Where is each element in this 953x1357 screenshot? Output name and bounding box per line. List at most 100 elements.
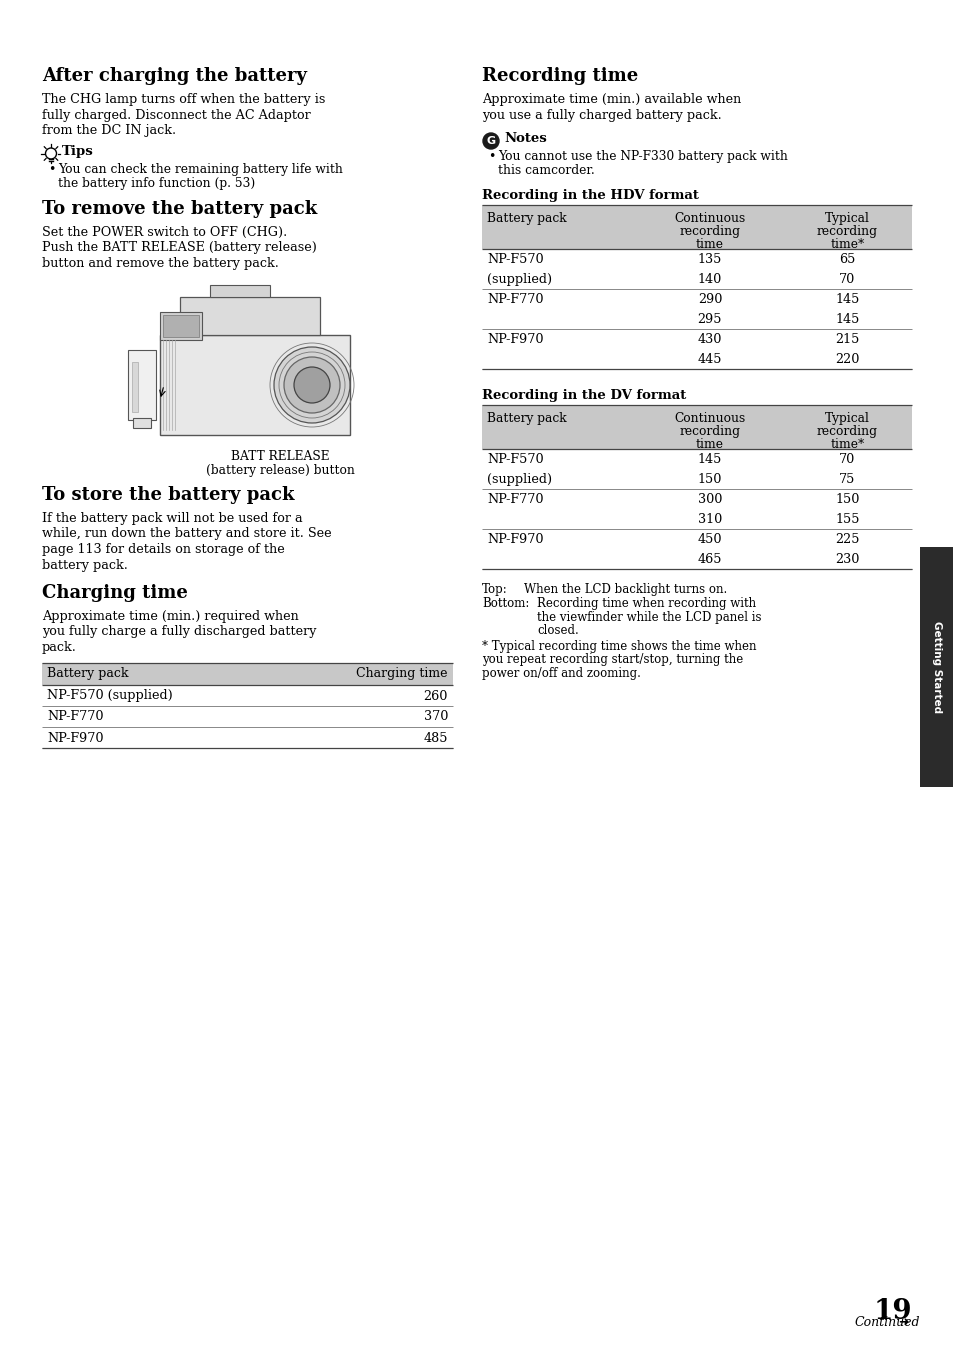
Text: Recording in the DV format: Recording in the DV format xyxy=(481,389,685,402)
Text: recording: recording xyxy=(679,225,740,237)
Text: 430: 430 xyxy=(697,332,721,346)
Bar xyxy=(481,205,911,248)
Text: NP-F970: NP-F970 xyxy=(486,533,543,546)
Text: •: • xyxy=(48,163,55,175)
Text: 215: 215 xyxy=(835,332,859,346)
Text: 150: 150 xyxy=(835,493,859,506)
Text: Recording in the HDV format: Recording in the HDV format xyxy=(481,189,699,202)
Text: When the LCD backlight turns on.: When the LCD backlight turns on. xyxy=(523,584,726,596)
Bar xyxy=(132,418,151,427)
Text: 70: 70 xyxy=(839,453,855,465)
Bar xyxy=(481,328,911,369)
Text: Charging time: Charging time xyxy=(356,668,448,680)
Text: Top:: Top: xyxy=(481,584,507,596)
Text: Continuous: Continuous xyxy=(674,413,744,425)
Text: Push the BATT RELEASE (battery release): Push the BATT RELEASE (battery release) xyxy=(42,242,316,254)
Text: * Typical recording time shows the time when: * Typical recording time shows the time … xyxy=(481,641,756,653)
Circle shape xyxy=(284,357,339,413)
Bar xyxy=(481,289,911,328)
Text: You can check the remaining battery life with: You can check the remaining battery life… xyxy=(58,163,342,175)
Bar xyxy=(160,335,350,436)
Text: NP-F570: NP-F570 xyxy=(486,453,543,465)
Text: (supplied): (supplied) xyxy=(486,474,552,486)
Text: 300: 300 xyxy=(697,493,721,506)
Text: Approximate time (min.) required when: Approximate time (min.) required when xyxy=(42,611,298,623)
Bar xyxy=(481,489,911,529)
Bar xyxy=(481,529,911,569)
Text: battery pack.: battery pack. xyxy=(42,559,128,571)
Bar xyxy=(42,706,453,726)
Text: Getting Started: Getting Started xyxy=(931,622,941,712)
Circle shape xyxy=(294,366,330,403)
Text: the viewfinder while the LCD panel is: the viewfinder while the LCD panel is xyxy=(537,611,760,623)
Text: 70: 70 xyxy=(839,273,855,286)
Text: NP-F770: NP-F770 xyxy=(47,711,103,723)
Text: ➜: ➜ xyxy=(897,1316,907,1329)
Text: Continued: Continued xyxy=(854,1316,920,1329)
Text: time*: time* xyxy=(829,237,863,251)
Text: Notes: Notes xyxy=(503,132,546,145)
Bar xyxy=(481,404,911,449)
Text: (battery release) button: (battery release) button xyxy=(205,464,355,478)
Bar xyxy=(163,315,199,337)
Bar xyxy=(481,449,911,489)
Text: 145: 145 xyxy=(697,453,721,465)
Text: NP-F770: NP-F770 xyxy=(486,293,543,305)
Text: time*: time* xyxy=(829,438,863,451)
Text: If the battery pack will not be used for a: If the battery pack will not be used for… xyxy=(42,512,302,525)
Text: NP-F970: NP-F970 xyxy=(486,332,543,346)
Text: 145: 145 xyxy=(835,293,859,305)
Bar xyxy=(132,362,138,413)
Text: Approximate time (min.) available when: Approximate time (min.) available when xyxy=(481,94,740,106)
Text: Battery pack: Battery pack xyxy=(486,413,566,425)
Text: recording: recording xyxy=(816,425,877,438)
Text: Typical: Typical xyxy=(824,413,869,425)
Text: BATT RELEASE: BATT RELEASE xyxy=(231,451,329,463)
Text: power on/off and zooming.: power on/off and zooming. xyxy=(481,668,640,680)
Text: recording: recording xyxy=(816,225,877,237)
Text: 450: 450 xyxy=(697,533,721,546)
Bar xyxy=(128,350,156,421)
Text: you fully charge a fully discharged battery: you fully charge a fully discharged batt… xyxy=(42,626,316,639)
Text: 65: 65 xyxy=(839,252,855,266)
Text: Set the POWER switch to OFF (CHG).: Set the POWER switch to OFF (CHG). xyxy=(42,225,287,239)
Text: you repeat recording start/stop, turning the: you repeat recording start/stop, turning… xyxy=(481,654,742,666)
Text: Battery pack: Battery pack xyxy=(486,212,566,225)
Text: Recording time when recording with: Recording time when recording with xyxy=(537,597,756,611)
Text: Battery pack: Battery pack xyxy=(47,668,129,680)
Text: After charging the battery: After charging the battery xyxy=(42,66,307,85)
Bar xyxy=(210,285,270,297)
Text: 225: 225 xyxy=(835,533,859,546)
Text: 220: 220 xyxy=(835,353,859,366)
Text: Charging time: Charging time xyxy=(42,584,188,603)
Text: 465: 465 xyxy=(697,554,721,566)
Text: 135: 135 xyxy=(697,252,721,266)
Bar xyxy=(42,662,453,684)
Text: Continuous: Continuous xyxy=(674,212,744,225)
Text: 155: 155 xyxy=(835,513,859,527)
Text: 295: 295 xyxy=(697,313,721,326)
Text: this camcorder.: this camcorder. xyxy=(497,164,594,178)
Text: time: time xyxy=(695,438,723,451)
Text: NP-F970: NP-F970 xyxy=(47,731,103,745)
Text: 150: 150 xyxy=(697,474,721,486)
Text: 140: 140 xyxy=(697,273,721,286)
Circle shape xyxy=(482,133,498,149)
Text: recording: recording xyxy=(679,425,740,438)
Text: 230: 230 xyxy=(835,554,859,566)
Text: (supplied): (supplied) xyxy=(486,273,552,286)
Text: NP-F570: NP-F570 xyxy=(486,252,543,266)
Text: 145: 145 xyxy=(835,313,859,326)
Text: closed.: closed. xyxy=(537,624,578,636)
Text: 290: 290 xyxy=(697,293,721,305)
Text: Bottom:: Bottom: xyxy=(481,597,529,611)
Bar xyxy=(919,547,953,787)
Text: The CHG lamp turns off when the battery is: The CHG lamp turns off when the battery … xyxy=(42,94,325,106)
Text: 19: 19 xyxy=(872,1299,911,1324)
Text: G: G xyxy=(486,136,495,147)
Text: from the DC IN jack.: from the DC IN jack. xyxy=(42,123,176,137)
Text: 260: 260 xyxy=(423,689,448,703)
Bar xyxy=(180,297,319,335)
Bar xyxy=(160,312,202,341)
Text: 485: 485 xyxy=(423,731,448,745)
